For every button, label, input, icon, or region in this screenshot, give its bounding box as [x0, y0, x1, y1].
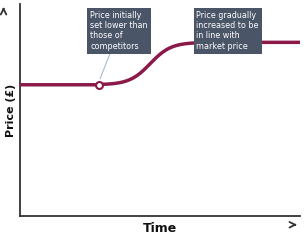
Text: Price gradually
increased to be
in line with
market price: Price gradually increased to be in line …	[196, 11, 259, 51]
X-axis label: Time: Time	[143, 222, 177, 235]
Text: Price initially
set lower than
those of
competitors: Price initially set lower than those of …	[90, 11, 148, 79]
Y-axis label: Price (£): Price (£)	[6, 84, 16, 137]
